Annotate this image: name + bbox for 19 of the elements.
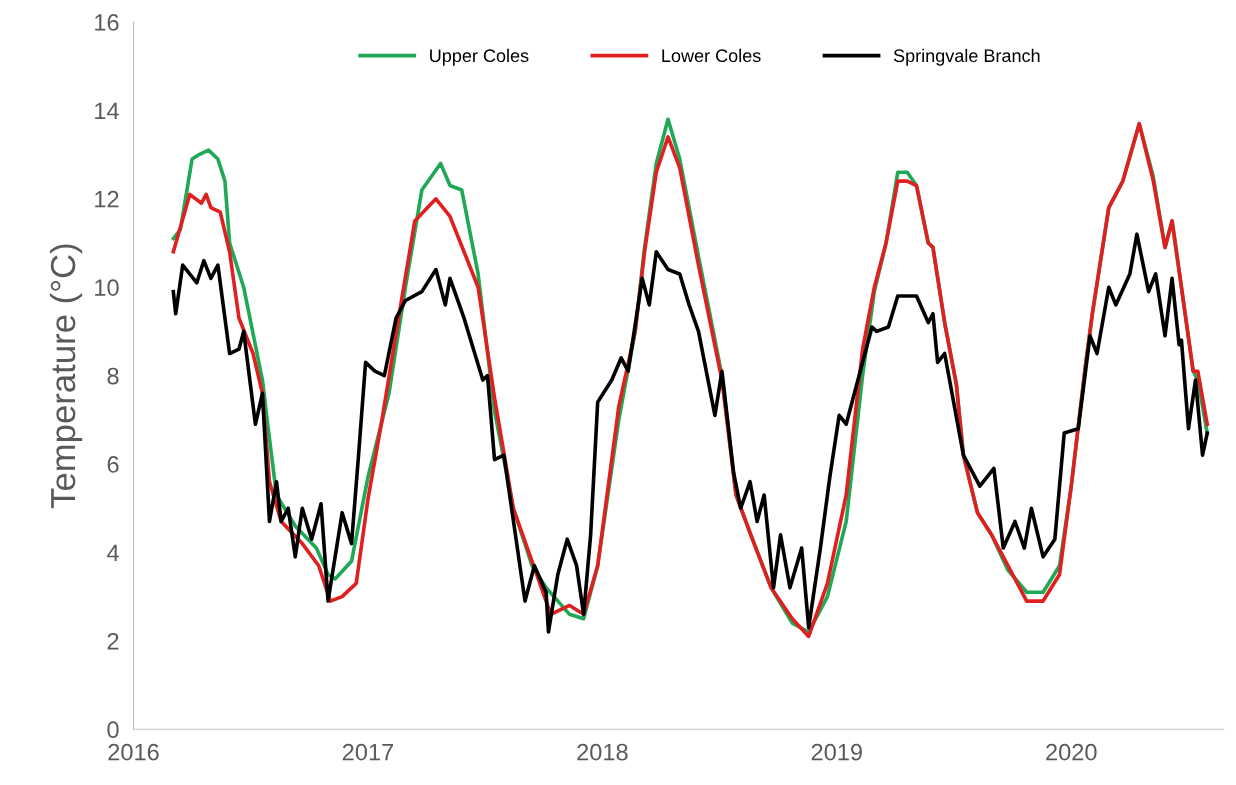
y-axis-title: Temperature (°C) — [49, 244, 83, 509]
y-tick-label: 0 — [107, 721, 119, 739]
y-tick-label: 12 — [95, 190, 119, 208]
legend-label: Springvale Branch — [893, 48, 1040, 66]
x-tick-label: 2020 — [1046, 743, 1097, 761]
y-tick-label: 6 — [107, 456, 119, 473]
x-tick-label: 2018 — [577, 743, 628, 761]
legend-label: Upper Coles — [430, 48, 529, 66]
x-tick-label: 2016 — [108, 743, 159, 761]
line-series — [171, 232, 1210, 634]
y-tick-label: 14 — [95, 102, 119, 119]
y-tick-label: 4 — [107, 544, 119, 561]
y-tick-label: 8 — [107, 367, 119, 385]
x-tick-label: 2019 — [811, 743, 862, 761]
x-tick-label: 2017 — [342, 743, 394, 761]
y-tick-label: 2 — [107, 632, 119, 650]
legend-label: Lower Coles — [662, 48, 761, 63]
y-tick-label: 10 — [95, 279, 119, 296]
y-tick-label: 16 — [95, 14, 119, 31]
